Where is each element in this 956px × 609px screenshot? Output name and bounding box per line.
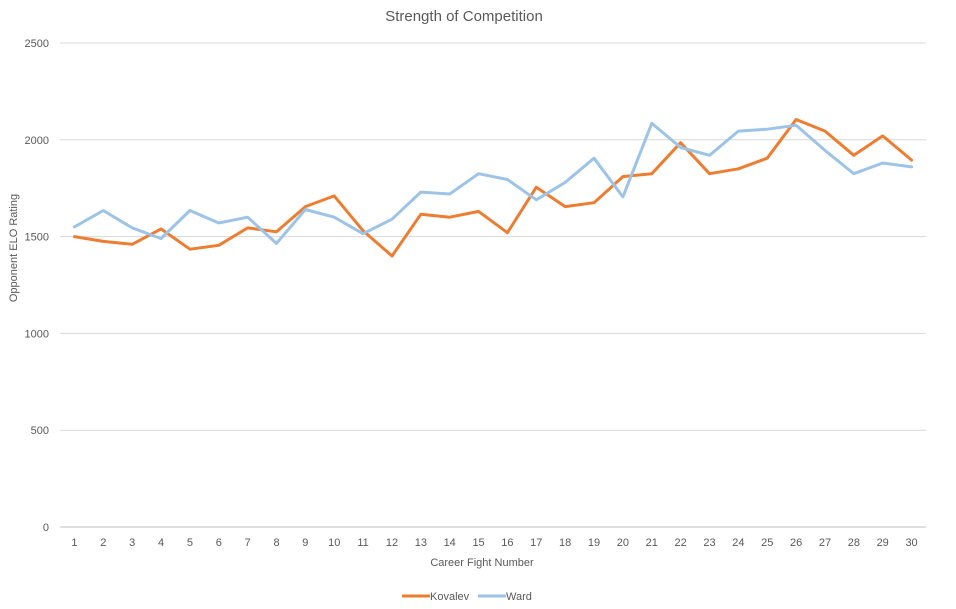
y-axis-title: Opponent ELO Rating bbox=[8, 194, 20, 302]
legend-label-kovalev: Kovalev bbox=[430, 591, 470, 603]
x-tick-label: 20 bbox=[617, 537, 629, 549]
y-tick-label: 1500 bbox=[25, 232, 49, 244]
x-tick-labels: 1 2 3 4 5 6 7 8 9 10 11 12 13 14 15 16 17 18 19 20 21 22 23 24 2… bbox=[71, 537, 917, 549]
x-tick-label: 10 bbox=[328, 537, 340, 549]
x-tick-label: 9 bbox=[302, 537, 308, 549]
x-tick-label: 16 bbox=[501, 537, 513, 549]
x-tick-label: 7 bbox=[245, 537, 251, 549]
x-tick-label: 3 bbox=[129, 537, 135, 549]
x-tick-label: 15 bbox=[472, 537, 484, 549]
y-tick-label: 500 bbox=[31, 425, 49, 437]
x-tick-label: 5 bbox=[187, 537, 193, 549]
x-tick-label: 17 bbox=[530, 537, 542, 549]
legend-label-ward: Ward bbox=[506, 591, 532, 603]
x-tick-label: 19 bbox=[588, 537, 600, 549]
legend: Kovalev Ward bbox=[402, 591, 532, 603]
x-tick-label: 29 bbox=[877, 537, 889, 549]
x-tick-label: 1 bbox=[71, 537, 77, 549]
x-tick-label: 18 bbox=[559, 537, 571, 549]
x-tick-label: 21 bbox=[646, 537, 658, 549]
x-tick-label: 25 bbox=[761, 537, 773, 549]
y-tick-label: 1000 bbox=[25, 328, 49, 340]
x-tick-label: 26 bbox=[790, 537, 802, 549]
series-line-ward bbox=[72, 121, 914, 245]
x-tick-label: 22 bbox=[675, 537, 687, 549]
chart-title: Strength of Competition bbox=[385, 8, 543, 25]
x-axis-title: Career Fight Number bbox=[430, 557, 534, 569]
x-tick-label: 2 bbox=[100, 537, 106, 549]
x-tick-label: 28 bbox=[848, 537, 860, 549]
x-tick-label: 6 bbox=[216, 537, 222, 549]
series-line-kovalev bbox=[72, 118, 914, 258]
gridlines bbox=[60, 42, 926, 528]
x-tick-label: 30 bbox=[905, 537, 917, 549]
x-tick-label: 13 bbox=[415, 537, 427, 549]
x-tick-label: 23 bbox=[703, 537, 715, 549]
x-tick-label: 4 bbox=[158, 537, 164, 549]
x-tick-label: 12 bbox=[386, 537, 398, 549]
x-tick-label: 27 bbox=[819, 537, 831, 549]
series-lines bbox=[72, 118, 914, 258]
x-tick-label: 8 bbox=[273, 537, 279, 549]
y-tick-label: 0 bbox=[43, 522, 49, 534]
x-tick-label: 11 bbox=[357, 537, 368, 549]
y-tick-label: 2500 bbox=[25, 38, 49, 50]
x-tick-label: 14 bbox=[444, 537, 456, 549]
y-tick-label: 2000 bbox=[25, 135, 49, 147]
x-tick-label: 24 bbox=[732, 537, 744, 549]
y-tick-labels: 0 500 1000 1500 2000 2500 bbox=[25, 38, 49, 534]
